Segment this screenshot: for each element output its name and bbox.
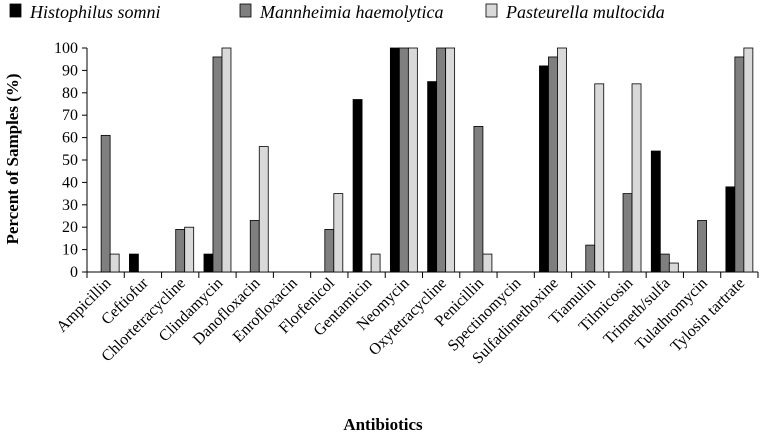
bar-histophilus-somni-clindamycin (203, 253, 214, 273)
bar-histophilus-somni-gentamicin (352, 99, 363, 273)
bar-mannheimia-haemolytica-tilmicosin (622, 193, 633, 273)
y-tick-label: 60 (62, 130, 78, 147)
y-tick-label: 50 (62, 152, 78, 169)
bar-pasteurella-multocida-tilmicosin (631, 83, 642, 273)
y-tick-label: 80 (62, 85, 78, 102)
legend-label-mannheimia-haemolytica: Mannheimia haemolytica (259, 2, 443, 22)
legend-label-pasteurella-multocida: Pasteurella multocida (505, 2, 665, 22)
bar-mannheimia-haemolytica-chlortetracycline (175, 229, 186, 273)
bar-pasteurella-multocida-ampicillin (109, 253, 120, 273)
bar-mannheimia-haemolytica-penicillin (473, 126, 484, 273)
bar-pasteurella-multocida-gentamicin (370, 253, 381, 273)
bar-mannheimia-haemolytica-neomycin (398, 47, 409, 273)
legend-swatch-mannheimia-haemolytica (239, 3, 252, 18)
bar-pasteurella-multocida-oxytetracycline (445, 47, 456, 273)
bar-pasteurella-multocida-trimeth-sulfa (668, 262, 679, 273)
y-tick-label: 40 (62, 174, 78, 191)
y-tick-label: 90 (62, 62, 78, 79)
bar-pasteurella-multocida-clindamycin (221, 47, 232, 273)
x-axis-label: Antibiotics (343, 415, 423, 434)
bar-mannheimia-haemolytica-sulfadimethoxine (548, 56, 558, 273)
bar-pasteurella-multocida-neomycin (407, 47, 418, 273)
bar-mannheimia-haemolytica-clindamycin (212, 56, 223, 273)
bar-pasteurella-multocida-chlortetracycline (184, 226, 195, 273)
bar-pasteurella-multocida-tiamulin (594, 83, 605, 273)
bar-histophilus-somni-oxytetracycline (427, 81, 438, 273)
y-axis-label: Percent of Samples (%) (3, 73, 22, 244)
bar-pasteurella-multocida-tylosin-tartrate (743, 47, 754, 273)
bar-pasteurella-multocida-danofloxacin (258, 146, 269, 273)
x-tick-label-ampicillin: Ampicillin (53, 275, 114, 336)
bar-mannheimia-haemolytica-danofloxacin (249, 220, 260, 273)
legend-swatch-histophilus-somni (9, 3, 22, 18)
bar-mannheimia-haemolytica-tiamulin (585, 244, 596, 273)
bar-mannheimia-haemolytica-trimeth-sulfa (659, 253, 670, 273)
bar-histophilus-somni-tylosin-tartrate (725, 186, 736, 273)
bar-mannheimia-haemolytica-ampicillin (100, 134, 111, 273)
bar-histophilus-somni-trimeth-sulfa (650, 150, 661, 273)
bar-pasteurella-multocida-florfenicol (333, 193, 344, 273)
bar-mannheimia-haemolytica-tulathromycin (697, 220, 707, 273)
bar-mannheimia-haemolytica-florfenicol (324, 229, 335, 273)
y-tick-label: 0 (70, 264, 78, 281)
bar-pasteurella-multocida-sulfadimethoxine (557, 47, 567, 273)
bar-histophilus-somni-ceftiofur (129, 253, 139, 273)
bar-histophilus-somni-neomycin (389, 47, 400, 273)
y-tick-label: 10 (62, 242, 78, 259)
legend: Histophilus somni Mannheimia haemolytica P… (9, 2, 665, 22)
bar-histophilus-somni-sulfadimethoxine (539, 65, 549, 273)
y-tick-label: 20 (62, 219, 78, 236)
bars (100, 47, 754, 273)
y-tick-label: 100 (54, 40, 78, 57)
bar-pasteurella-multocida-penicillin (482, 253, 493, 273)
bar-mannheimia-haemolytica-oxytetracycline (436, 47, 447, 273)
y-tick-label: 70 (62, 107, 78, 124)
bar-mannheimia-haemolytica-tylosin-tartrate (734, 56, 745, 273)
legend-swatch-pasteurella-multocida (485, 3, 498, 18)
legend-label-histophilus-somni: Histophilus somni (29, 2, 161, 22)
y-tick-label: 30 (62, 197, 78, 214)
